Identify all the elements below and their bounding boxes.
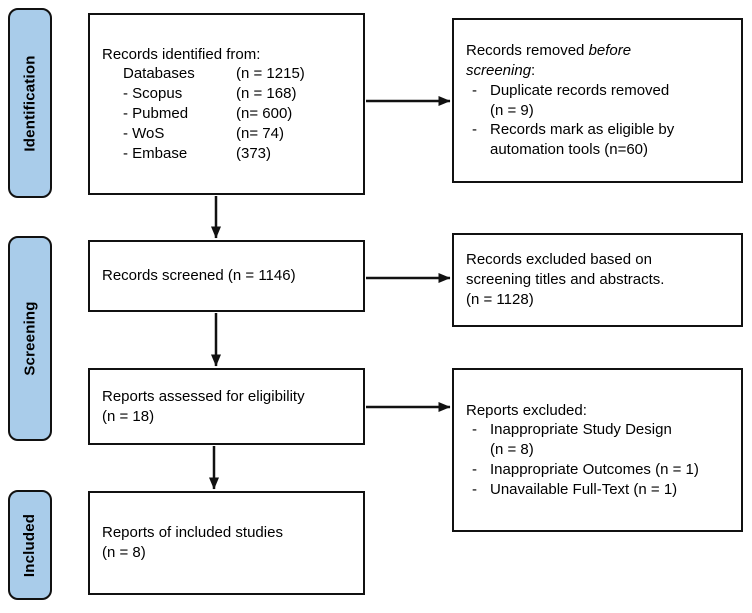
box-screening-excluded: Records excluded based on screening titl… [452, 233, 743, 327]
dash-bullet: - [472, 81, 477, 99]
db-row-wos: - WoS (n= 74) [123, 124, 284, 142]
list-item-duplicates: - Duplicate records removed (n = 9) [472, 81, 670, 119]
box-reports-assessed: Reports assessed for eligibility (n = 18… [88, 368, 365, 445]
reports-excluded-title: Reports excluded: [466, 401, 587, 419]
dash-bullet: - [472, 421, 477, 439]
dash-bullet: - [472, 480, 477, 498]
records-identified-title: Records identified from: [102, 45, 261, 63]
reports-included-line1: Reports of included studies [102, 524, 283, 542]
stage-label-screening: Screening [21, 301, 39, 376]
stage-label-identification: Identification [21, 54, 39, 152]
stage-tab-screening: Screening [8, 236, 52, 441]
list-item-fulltext: - Unavailable Full-Text (n = 1) [472, 480, 678, 498]
reports-assessed-line1: Reports assessed for eligibility [102, 387, 305, 405]
box-records-identified: Records identified from: Databases (n = … [88, 13, 365, 195]
records-removed-title: Records removed before screening: [466, 42, 632, 79]
dash-bullet: - [472, 460, 477, 478]
db-row-pubmed: - Pubmed (n= 600) [123, 105, 293, 122]
box-reports-excluded: Reports excluded: - Inappropriate Study … [452, 368, 743, 532]
reports-excluded-list: - Inappropriate Study Design (n = 8) - I… [466, 420, 733, 499]
screening-excluded-line1: Records excluded based on [466, 251, 652, 269]
box-reports-included: Reports of included studies (n = 8) [88, 491, 365, 595]
stage-tab-included: Included [8, 490, 52, 600]
db-row-embase: - Embase (373) [123, 144, 272, 162]
box-records-removed: Records removed before screening: - Dupl… [452, 18, 743, 183]
list-item-automation: - Records mark as eligible by automation… [472, 121, 675, 159]
records-screened-text: Records screened (n = 1146) [102, 267, 296, 285]
list-item-study-design: - Inappropriate Study Design (n = 8) [472, 421, 672, 459]
records-removed-list: - Duplicate records removed (n = 9) - Re… [466, 81, 733, 160]
reports-included-count: (n = 8) [102, 544, 146, 561]
box-records-screened: Records screened (n = 1146) [88, 240, 365, 312]
stage-tab-identification: Identification [8, 8, 52, 198]
stage-label-included: Included [21, 513, 39, 577]
db-row-scopus: - Scopus (n = 168) [123, 85, 297, 103]
dash-bullet: - [472, 121, 477, 139]
db-row-databases: Databases (n = 1215) [123, 65, 305, 83]
reports-assessed-count: (n = 18) [102, 407, 155, 425]
list-item-outcomes: - Inappropriate Outcomes (n = 1) [472, 460, 699, 478]
screening-excluded-line2: screening titles and abstracts. [466, 271, 665, 289]
screening-excluded-count: (n = 1128) [466, 290, 534, 308]
